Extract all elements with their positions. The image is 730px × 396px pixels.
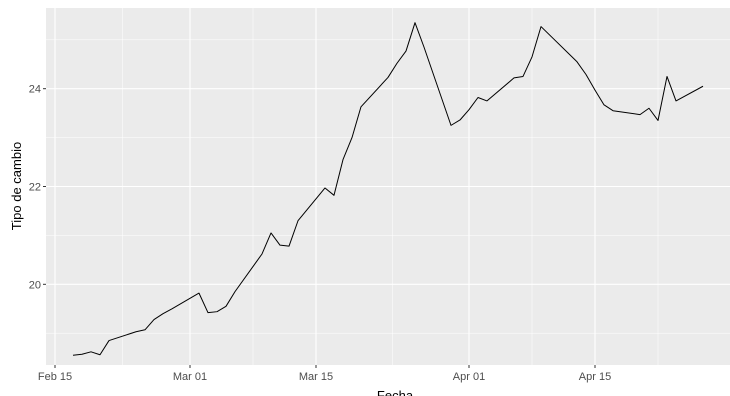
y-tick-label: 22 xyxy=(29,182,41,194)
y-tick-label: 24 xyxy=(29,84,41,96)
y-axis-title: Tipo de cambio xyxy=(9,142,24,230)
y-tick-label: 20 xyxy=(29,279,41,291)
x-tick-label: Mar 15 xyxy=(299,371,333,383)
x-tick-label: Apr 15 xyxy=(579,371,611,383)
series-layer xyxy=(72,22,704,356)
x-tick-label: Mar 01 xyxy=(173,371,207,383)
series-line xyxy=(72,22,704,356)
x-tick-label: Feb 15 xyxy=(38,371,72,383)
x-axis-title: Fecha xyxy=(377,388,414,396)
y-axis-ticks: 20 22 24 xyxy=(29,84,46,291)
major-gridlines xyxy=(46,8,730,365)
x-axis-ticks: Feb 15 Mar 01 Mar 15 Apr 01 Apr 15 xyxy=(38,365,611,383)
x-tick-label: Apr 01 xyxy=(453,371,485,383)
